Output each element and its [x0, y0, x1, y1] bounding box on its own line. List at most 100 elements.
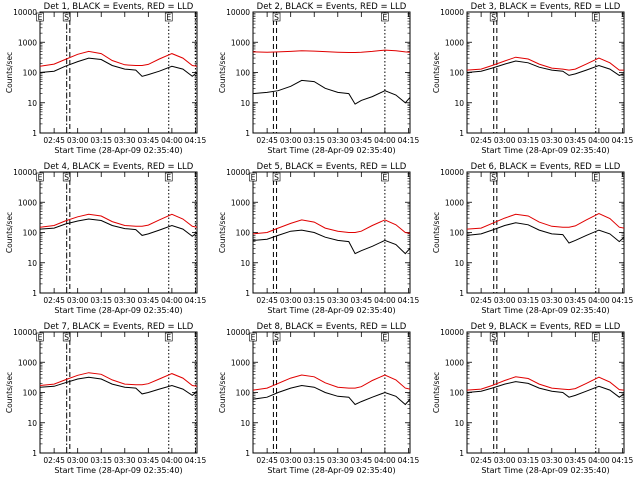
- x-tick-label: 04:15: [612, 296, 634, 305]
- lld-series-line: [39, 372, 198, 387]
- event-marker-label: E: [593, 333, 598, 342]
- event-marker-box: [272, 332, 281, 342]
- x-tick-label: 03:45: [351, 136, 373, 145]
- x-tick-label: 03:00: [67, 456, 89, 465]
- event-marker-box: [272, 172, 281, 182]
- x-tick-label: 03:30: [541, 136, 563, 145]
- x-tick-label: 03:00: [67, 296, 89, 305]
- detector-panel-4: Det 4, BLACK = Events, RED = LLD 1 10 100 10…: [5, 162, 206, 315]
- y-tick-label: 1000: [18, 38, 37, 47]
- lld-series-line: [466, 56, 624, 71]
- x-tick-label: 03:15: [303, 456, 325, 465]
- x-tick-label: 03:30: [541, 456, 563, 465]
- x-tick-label: 04:00: [161, 456, 183, 465]
- y-tick-label: 10000: [440, 168, 464, 177]
- detector-panel-5: Det 5, BLACK = Events, RED = LLD 1 10 100 10…: [218, 162, 419, 315]
- y-tick-label: 100: [23, 229, 38, 238]
- x-tick-label: 03:30: [327, 136, 349, 145]
- y-tick-label: 10000: [226, 328, 250, 337]
- y-tick-label: 1: [459, 449, 464, 458]
- y-tick-label: 10: [454, 99, 464, 108]
- detector-panel-3: Det 3, BLACK = Events, RED = LLD 1 10 100 10…: [432, 2, 633, 155]
- event-marker-label: E: [383, 333, 388, 342]
- x-tick-label: 04:15: [612, 136, 634, 145]
- x-tick-label: 03:45: [565, 296, 587, 305]
- y-tick-label: 1000: [445, 198, 464, 207]
- lld-series-line: [252, 219, 411, 235]
- lld-series-line: [252, 49, 411, 53]
- y-tick-label: 10000: [13, 328, 37, 337]
- event-marker-label: E: [38, 333, 43, 342]
- x-tick-label: 04:15: [612, 456, 634, 465]
- y-axis-label: Counts/sec: [5, 372, 14, 413]
- y-tick-label: 1000: [445, 358, 464, 367]
- y-tick-label: 1000: [231, 358, 250, 367]
- event-marker-label: S: [274, 173, 279, 182]
- event-marker-box: [36, 12, 44, 22]
- x-tick-label: 03:30: [114, 456, 136, 465]
- event-marker-label: S: [491, 333, 496, 342]
- y-tick-label: 100: [236, 389, 251, 398]
- x-tick-label: 02:45: [256, 456, 278, 465]
- y-tick-label: 10: [240, 259, 250, 268]
- x-axis-label: Start Time (28-Apr-09 02:35:40): [267, 466, 395, 475]
- y-tick-label: 1000: [18, 358, 37, 367]
- y-tick-label: 1000: [231, 38, 250, 47]
- detector-panel-2: Det 2, BLACK = Events, RED = LLD 1 10 100 10…: [218, 2, 419, 155]
- y-tick-label: 10: [27, 419, 37, 428]
- lld-series-line: [466, 213, 625, 230]
- event-marker-label: E: [38, 13, 43, 22]
- x-tick-label: 02:45: [256, 296, 278, 305]
- x-tick-label: 03:15: [303, 296, 325, 305]
- x-tick-label: 02:45: [470, 456, 492, 465]
- x-tick-label: 03:15: [90, 296, 112, 305]
- x-tick-label: 03:00: [280, 296, 302, 305]
- y-tick-label: 10: [454, 259, 464, 268]
- event-marker-label: E: [383, 173, 388, 182]
- y-tick-label: 1: [459, 289, 464, 298]
- lld-series-line: [252, 374, 411, 391]
- x-tick-label: 04:00: [588, 456, 610, 465]
- event-marker-box: [164, 332, 173, 342]
- x-axis-label: Start Time (28-Apr-09 02:35:40): [481, 466, 609, 475]
- y-axis-label: Counts/sec: [432, 212, 441, 253]
- x-tick-label: 03:45: [138, 136, 160, 145]
- x-tick-label: 03:00: [494, 456, 516, 465]
- x-tick-label: 03:15: [517, 456, 539, 465]
- y-tick-label: 1000: [18, 198, 37, 207]
- event-marker-box: [164, 12, 173, 22]
- y-tick-label: 10000: [226, 168, 250, 177]
- y-axis-label: Counts/sec: [5, 52, 14, 93]
- y-tick-label: 10: [240, 419, 250, 428]
- panel-title: Det 6, BLACK = Events, RED = LLD: [471, 162, 621, 172]
- x-axis-label: Start Time (28-Apr-09 02:35:40): [54, 466, 182, 475]
- x-axis-label: Start Time (28-Apr-09 02:35:40): [54, 306, 182, 315]
- x-tick-label: 03:00: [494, 296, 516, 305]
- event-marker-box: [591, 12, 600, 22]
- panel-title: Det 1, BLACK = Events, RED = LLD: [44, 2, 194, 12]
- x-tick-label: 04:00: [374, 136, 396, 145]
- panel-title: Det 8, BLACK = Events, RED = LLD: [257, 322, 407, 332]
- x-tick-label: 03:30: [327, 456, 349, 465]
- y-axis-label: Counts/sec: [432, 372, 441, 413]
- event-marker-box: [591, 332, 600, 342]
- x-tick-label: 03:15: [517, 136, 539, 145]
- plot-frame: [466, 331, 625, 454]
- y-tick-label: 100: [236, 229, 251, 238]
- x-tick-label: 03:45: [565, 456, 587, 465]
- y-tick-label: 1000: [445, 38, 464, 47]
- event-marker-label: E: [166, 13, 171, 22]
- x-tick-label: 02:45: [43, 136, 65, 145]
- x-tick-label: 03:00: [280, 456, 302, 465]
- y-tick-label: 1: [459, 129, 464, 138]
- event-marker-box: [36, 332, 44, 342]
- detector-panel-6: Det 6, BLACK = Events, RED = LLD 1 10 100 10…: [432, 162, 633, 315]
- event-marker-box: [591, 172, 600, 182]
- x-tick-label: 04:15: [398, 296, 420, 305]
- y-tick-label: 100: [23, 69, 38, 78]
- y-tick-label: 100: [236, 69, 251, 78]
- panel-title: Det 2, BLACK = Events, RED = LLD: [257, 2, 407, 12]
- y-tick-label: 1: [32, 129, 37, 138]
- x-tick-label: 03:00: [494, 136, 516, 145]
- x-axis-label: Start Time (28-Apr-09 02:35:40): [267, 146, 395, 155]
